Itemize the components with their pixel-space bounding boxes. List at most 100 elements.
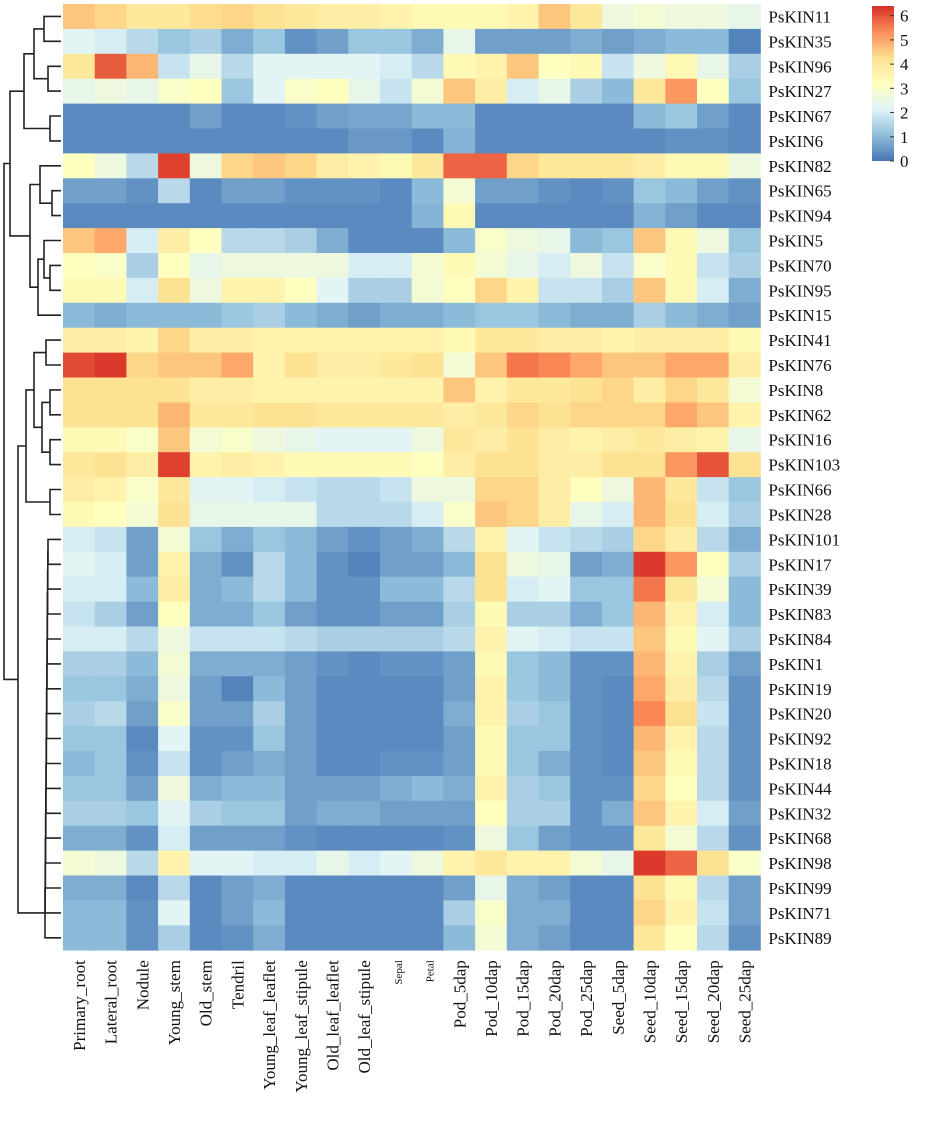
heatmap-cell-PsKIN27-Seed_20dap bbox=[697, 78, 730, 104]
heatmap-cell-PsKIN99-Lateral_root bbox=[94, 875, 127, 901]
heatmap-cell-PsKIN70-Old_leaf_leaflet bbox=[316, 253, 349, 279]
heatmap-cell-PsKIN1-Seed_5dap bbox=[601, 651, 634, 677]
heatmap-cell-PsKIN65-Old_leaf_stipule bbox=[348, 178, 381, 204]
heatmap-cell-PsKIN20-Seed_10dap bbox=[633, 701, 666, 727]
heatmap-cell-PsKIN15-Seed_25dap bbox=[728, 302, 761, 329]
dendrogram-branch bbox=[47, 538, 61, 566]
heatmap-cell-PsKIN35-Primary_root bbox=[63, 28, 96, 55]
heatmap-cell-PsKIN89-Pod_15dap bbox=[506, 925, 539, 951]
heatmap-cell-PsKIN83-Tendril bbox=[221, 601, 254, 627]
heatmap-cell-PsKIN65-Seed_5dap bbox=[601, 178, 634, 204]
heatmap-cell-PsKIN103-Seed_20dap bbox=[697, 452, 730, 478]
heatmap-cell-PsKIN68-Young_leaf_leaflet bbox=[253, 825, 286, 851]
heatmap-cell-PsKIN5-Young_leaf_leaflet bbox=[253, 228, 286, 254]
heatmap-cell-PsKIN35-Seed_5dap bbox=[601, 28, 634, 55]
dendrogram-branch bbox=[45, 339, 61, 366]
heatmap-cell-PsKIN41-Pod_20dap bbox=[538, 327, 571, 353]
heatmap-cell-PsKIN70-Petal bbox=[411, 253, 444, 279]
heatmap-cell-PsKIN84-Seed_25dap bbox=[728, 626, 761, 652]
heatmap-cell-PsKIN18-Seed_20dap bbox=[697, 751, 730, 777]
heatmap-cell-PsKIN92-Seed_15dap bbox=[665, 726, 698, 752]
heatmap-cell-PsKIN68-Pod_5dap bbox=[443, 825, 476, 851]
heatmap-cell-PsKIN76-Old_stem bbox=[189, 352, 222, 378]
heatmap-cell-PsKIN19-Old_leaf_stipule bbox=[348, 676, 381, 702]
heatmap-cell-PsKIN32-Pod_20dap bbox=[538, 800, 571, 827]
heatmap-cell-PsKIN62-Seed_25dap bbox=[728, 402, 761, 428]
heatmap-cell-PsKIN28-Seed_15dap bbox=[665, 502, 698, 528]
heatmap-cell-PsKIN6-Seed_20dap bbox=[697, 128, 730, 154]
heatmap-cell-PsKIN8-Nodule bbox=[126, 377, 159, 403]
heatmap-cell-PsKIN32-Old_leaf_leaflet bbox=[316, 800, 349, 827]
heatmap-cell-PsKIN1-Seed_25dap bbox=[728, 651, 761, 677]
heatmap-cell-PsKIN32-Pod_5dap bbox=[443, 800, 476, 827]
row-labels: PsKIN11 PsKIN35 PsKIN96 PsKIN27 PsKIN67 PsKIN… bbox=[768, 7, 840, 947]
heatmap-cell-PsKIN16-Young_leaf_leaflet bbox=[253, 427, 286, 453]
heatmap-cell-PsKIN15-Nodule bbox=[126, 302, 159, 329]
heatmap-cell-PsKIN35-Seed_25dap bbox=[728, 28, 761, 55]
heatmap-cell-PsKIN5-Old_leaf_leaflet bbox=[316, 228, 349, 254]
heatmap-cell-PsKIN32-Young_leaf_leaflet bbox=[253, 800, 286, 827]
heatmap-cell-PsKIN5-Pod_20dap bbox=[538, 228, 571, 254]
heatmap-cell-PsKIN20-Primary_root bbox=[63, 701, 96, 727]
heatmap-cell-PsKIN17-Old_stem bbox=[189, 551, 222, 578]
heatmap-cell-PsKIN6-Pod_10dap bbox=[475, 128, 508, 154]
heatmap-cell-PsKIN39-Young_leaf_stipule bbox=[284, 576, 317, 602]
heatmap-cell-PsKIN65-Nodule bbox=[126, 178, 159, 204]
heatmap-cell-PsKIN94-Young_stem bbox=[158, 203, 191, 229]
heatmap-cell-PsKIN28-Nodule bbox=[126, 502, 159, 528]
row-label: PsKIN95 bbox=[768, 281, 831, 300]
heatmap-cell-PsKIN89-Seed_20dap bbox=[697, 925, 730, 951]
heatmap-cell-PsKIN94-Young_leaf_stipule bbox=[284, 203, 317, 229]
heatmap-cell-PsKIN17-Tendril bbox=[221, 551, 254, 578]
heatmap-cell-PsKIN15-Pod_10dap bbox=[475, 302, 508, 329]
heatmap-cell-PsKIN62-Pod_25dap bbox=[570, 402, 603, 428]
heatmap-cell-PsKIN39-Tendril bbox=[221, 576, 254, 602]
heatmap-cell-PsKIN17-Young_leaf_leaflet bbox=[253, 551, 286, 578]
heatmap-cell-PsKIN83-Nodule bbox=[126, 601, 159, 627]
heatmap-cell-PsKIN19-Lateral_root bbox=[94, 676, 127, 702]
heatmap-cell-PsKIN84-Old_leaf_stipule bbox=[348, 626, 381, 652]
heatmap-cell-PsKIN76-Nodule bbox=[126, 352, 159, 378]
heatmap-cell-PsKIN66-Lateral_root bbox=[94, 477, 127, 503]
heatmap-cell-PsKIN65-Pod_5dap bbox=[443, 178, 476, 204]
heatmap-cell-PsKIN5-Pod_5dap bbox=[443, 228, 476, 254]
heatmap-cell-PsKIN68-Old_leaf_stipule bbox=[348, 825, 381, 851]
heatmap-cell-PsKIN1-Pod_20dap bbox=[538, 651, 571, 677]
heatmap-cell-PsKIN6-Nodule bbox=[126, 128, 159, 154]
heatmap-cell-PsKIN65-Young_leaf_stipule bbox=[284, 178, 317, 204]
heatmap-cell-PsKIN68-Seed_5dap bbox=[601, 825, 634, 851]
heatmap-cell-PsKIN35-Pod_10dap bbox=[475, 28, 508, 55]
heatmap-cell-PsKIN94-Nodule bbox=[126, 203, 159, 229]
heatmap-cell-PsKIN70-Young_stem bbox=[158, 253, 191, 279]
heatmap-cell-PsKIN101-Lateral_root bbox=[94, 526, 127, 553]
heatmap-cell-PsKIN98-Young_leaf_stipule bbox=[284, 850, 317, 876]
heatmap-cell-PsKIN89-Seed_10dap bbox=[633, 925, 666, 951]
dendrogram-branch bbox=[49, 389, 61, 416]
heatmap-cell-PsKIN32-Pod_25dap bbox=[570, 800, 603, 827]
heatmap-cell-PsKIN41-Seed_15dap bbox=[665, 327, 698, 353]
heatmap-cell-PsKIN76-Old_leaf_leaflet bbox=[316, 352, 349, 378]
heatmap-cell-PsKIN19-Seed_20dap bbox=[697, 676, 730, 702]
heatmap-cell-PsKIN32-Old_leaf_stipule bbox=[348, 800, 381, 827]
heatmap-cell-PsKIN83-Seed_5dap bbox=[601, 601, 634, 627]
heatmap-cell-PsKIN8-Primary_root bbox=[63, 377, 96, 403]
heatmap-cell-PsKIN6-Pod_15dap bbox=[506, 128, 539, 154]
heatmap-cell-PsKIN71-Pod_5dap bbox=[443, 900, 476, 926]
heatmap-cell-PsKIN62-Seed_10dap bbox=[633, 402, 666, 428]
heatmap-cell-PsKIN39-Old_leaf_leaflet bbox=[316, 576, 349, 602]
heatmap-cell-PsKIN35-Young_leaf_stipule bbox=[284, 28, 317, 55]
heatmap-cell-PsKIN66-Seed_25dap bbox=[728, 477, 761, 503]
heatmap-cell-PsKIN32-Sepal bbox=[380, 800, 413, 827]
heatmap-cell-PsKIN84-Seed_10dap bbox=[633, 626, 666, 652]
heatmap-cell-PsKIN98-Pod_20dap bbox=[538, 850, 571, 876]
heatmap-cell-PsKIN20-Tendril bbox=[221, 701, 254, 727]
colorbar-tick-label: 6 bbox=[900, 7, 909, 26]
heatmap-cell-PsKIN92-Old_stem bbox=[189, 726, 222, 752]
heatmap-cell-PsKIN11-Pod_20dap bbox=[538, 4, 571, 30]
heatmap-cell-PsKIN98-Old_leaf_stipule bbox=[348, 850, 381, 876]
heatmap-cell-PsKIN20-Young_stem bbox=[158, 701, 191, 727]
heatmap-cell-PsKIN95-Lateral_root bbox=[94, 277, 127, 304]
heatmap-cell-PsKIN66-Old_leaf_leaflet bbox=[316, 477, 349, 503]
heatmap-cell-PsKIN41-Young_leaf_leaflet bbox=[253, 327, 286, 353]
heatmap-cell-PsKIN65-Pod_25dap bbox=[570, 178, 603, 204]
